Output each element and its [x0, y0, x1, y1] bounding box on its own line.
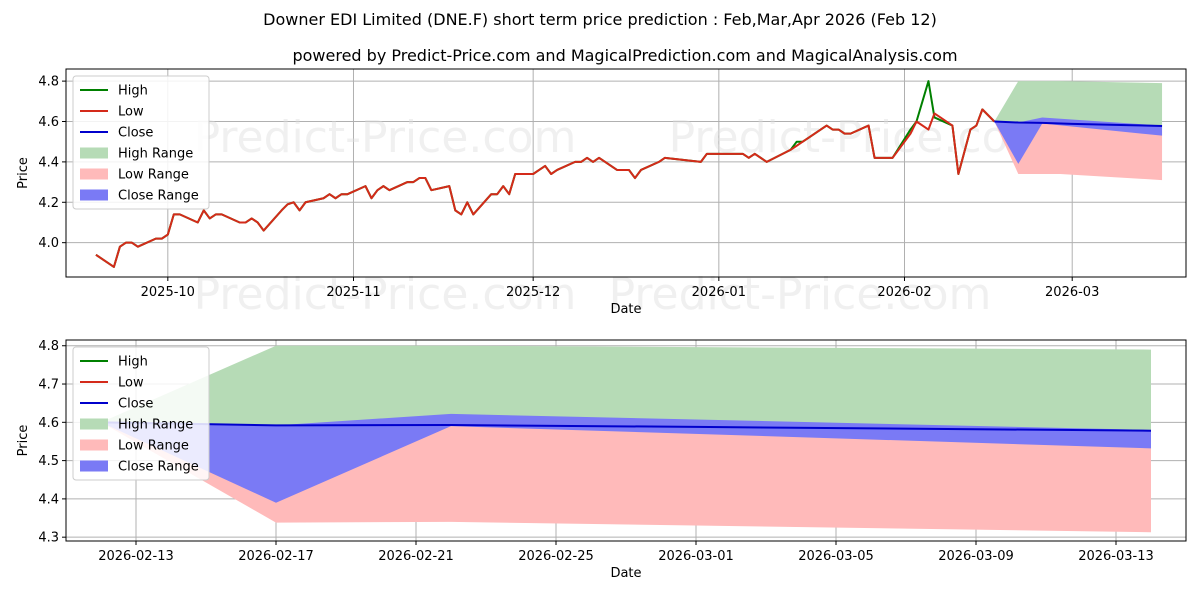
series-high-line [95, 80, 996, 268]
legend-close-range-label: Close Range [118, 189, 199, 204]
series-low-line [95, 108, 996, 268]
band-low-range [994, 121, 1163, 181]
series-close-line [100, 421, 1152, 432]
x-tick-label: 2026-02-25 [518, 549, 594, 564]
legend-high-range-swatch [80, 418, 108, 430]
x-tick-label: 2025-12 [506, 285, 560, 300]
watermark-text: Predict-Price.com [194, 112, 577, 163]
legend-low-label: Low [118, 105, 144, 120]
x-tick-label: 2026-03-01 [658, 549, 734, 564]
legend-low-range-swatch [80, 439, 108, 451]
band-high-range [101, 345, 1151, 430]
top-panel: Predict-Price.com Predict-Price.comPredic… [16, 68, 1187, 320]
legend-high-range-label: High Range [118, 418, 193, 433]
legend-low-range-swatch [80, 168, 108, 180]
x-tick-label: 2026-03 [1045, 285, 1099, 300]
y-tick-label: 4.7 [38, 378, 59, 393]
legend-close-label: Close [118, 126, 153, 141]
y-tick-label: 4.8 [38, 339, 59, 354]
series-close-line [994, 120, 1163, 127]
y-tick-label: 4.2 [38, 196, 59, 211]
x-tick-label: 2026-02-13 [98, 549, 174, 564]
chart-subtitle: powered by Predict-Price.com and Magical… [292, 46, 957, 65]
x-axis-label: Date [610, 566, 641, 581]
legend-low-range-label: Low Range [118, 439, 189, 454]
plot-area [100, 345, 1152, 533]
legend-high-range-swatch [80, 147, 108, 159]
bottom-panel: Predict-Price.comPredict-Price.com2026-0… [16, 339, 1187, 581]
band-high-range [994, 81, 1163, 126]
axes-frame [65, 339, 1187, 542]
chart-title: Downer EDI Limited (DNE.F) short term pr… [263, 10, 937, 29]
y-tick-label: 4.6 [38, 115, 59, 130]
band-close-range [101, 413, 1151, 503]
legend-close-range-swatch [80, 460, 108, 472]
x-tick-label: 2026-02-21 [378, 549, 454, 564]
y-tick-label: 4.4 [38, 155, 59, 170]
x-tick-label: 2026-02-17 [238, 549, 314, 564]
y-tick-label: 4.4 [38, 492, 59, 507]
y-tick-label: 4.3 [38, 531, 59, 546]
x-tick-label: 2026-03-05 [798, 549, 874, 564]
legend: High Low Close High Range Low Range Close Ran… [72, 75, 210, 210]
legend-close-range-swatch [80, 189, 108, 201]
y-tick-label: 4.6 [38, 416, 59, 431]
legend-high-label: High [118, 355, 148, 370]
band-close-range [994, 117, 1163, 164]
x-tick-label: 2026-01 [692, 285, 746, 300]
y-axis-label: Price [16, 157, 31, 189]
x-tick-label: 2025-10 [141, 285, 195, 300]
x-axis-label: Date [610, 302, 641, 317]
plot-area [95, 80, 1163, 268]
y-tick-label: 4.5 [38, 454, 59, 469]
axes-frame [65, 68, 1187, 278]
y-tick-label: 4.8 [38, 75, 59, 90]
y-tick-label: 4.0 [38, 236, 59, 251]
legend-high-range-label: High Range [118, 147, 193, 162]
legend-low-range-label: Low Range [118, 168, 189, 183]
y-axis-label: Price [16, 425, 31, 457]
legend-close-range-label: Close Range [118, 460, 199, 475]
legend-high-label: High [118, 84, 148, 99]
x-tick-label: 2026-03-09 [938, 549, 1014, 564]
x-tick-label: 2026-03-13 [1078, 549, 1154, 564]
watermark-text: Predict-Price.com [669, 112, 1052, 163]
x-tick-label: 2026-02 [877, 285, 931, 300]
legend-close-label: Close [118, 397, 153, 412]
legend: High Low Close High Range Low Range Close Ran… [72, 346, 210, 481]
x-tick-label: 2025-11 [326, 285, 380, 300]
legend-low-label: Low [118, 376, 144, 391]
